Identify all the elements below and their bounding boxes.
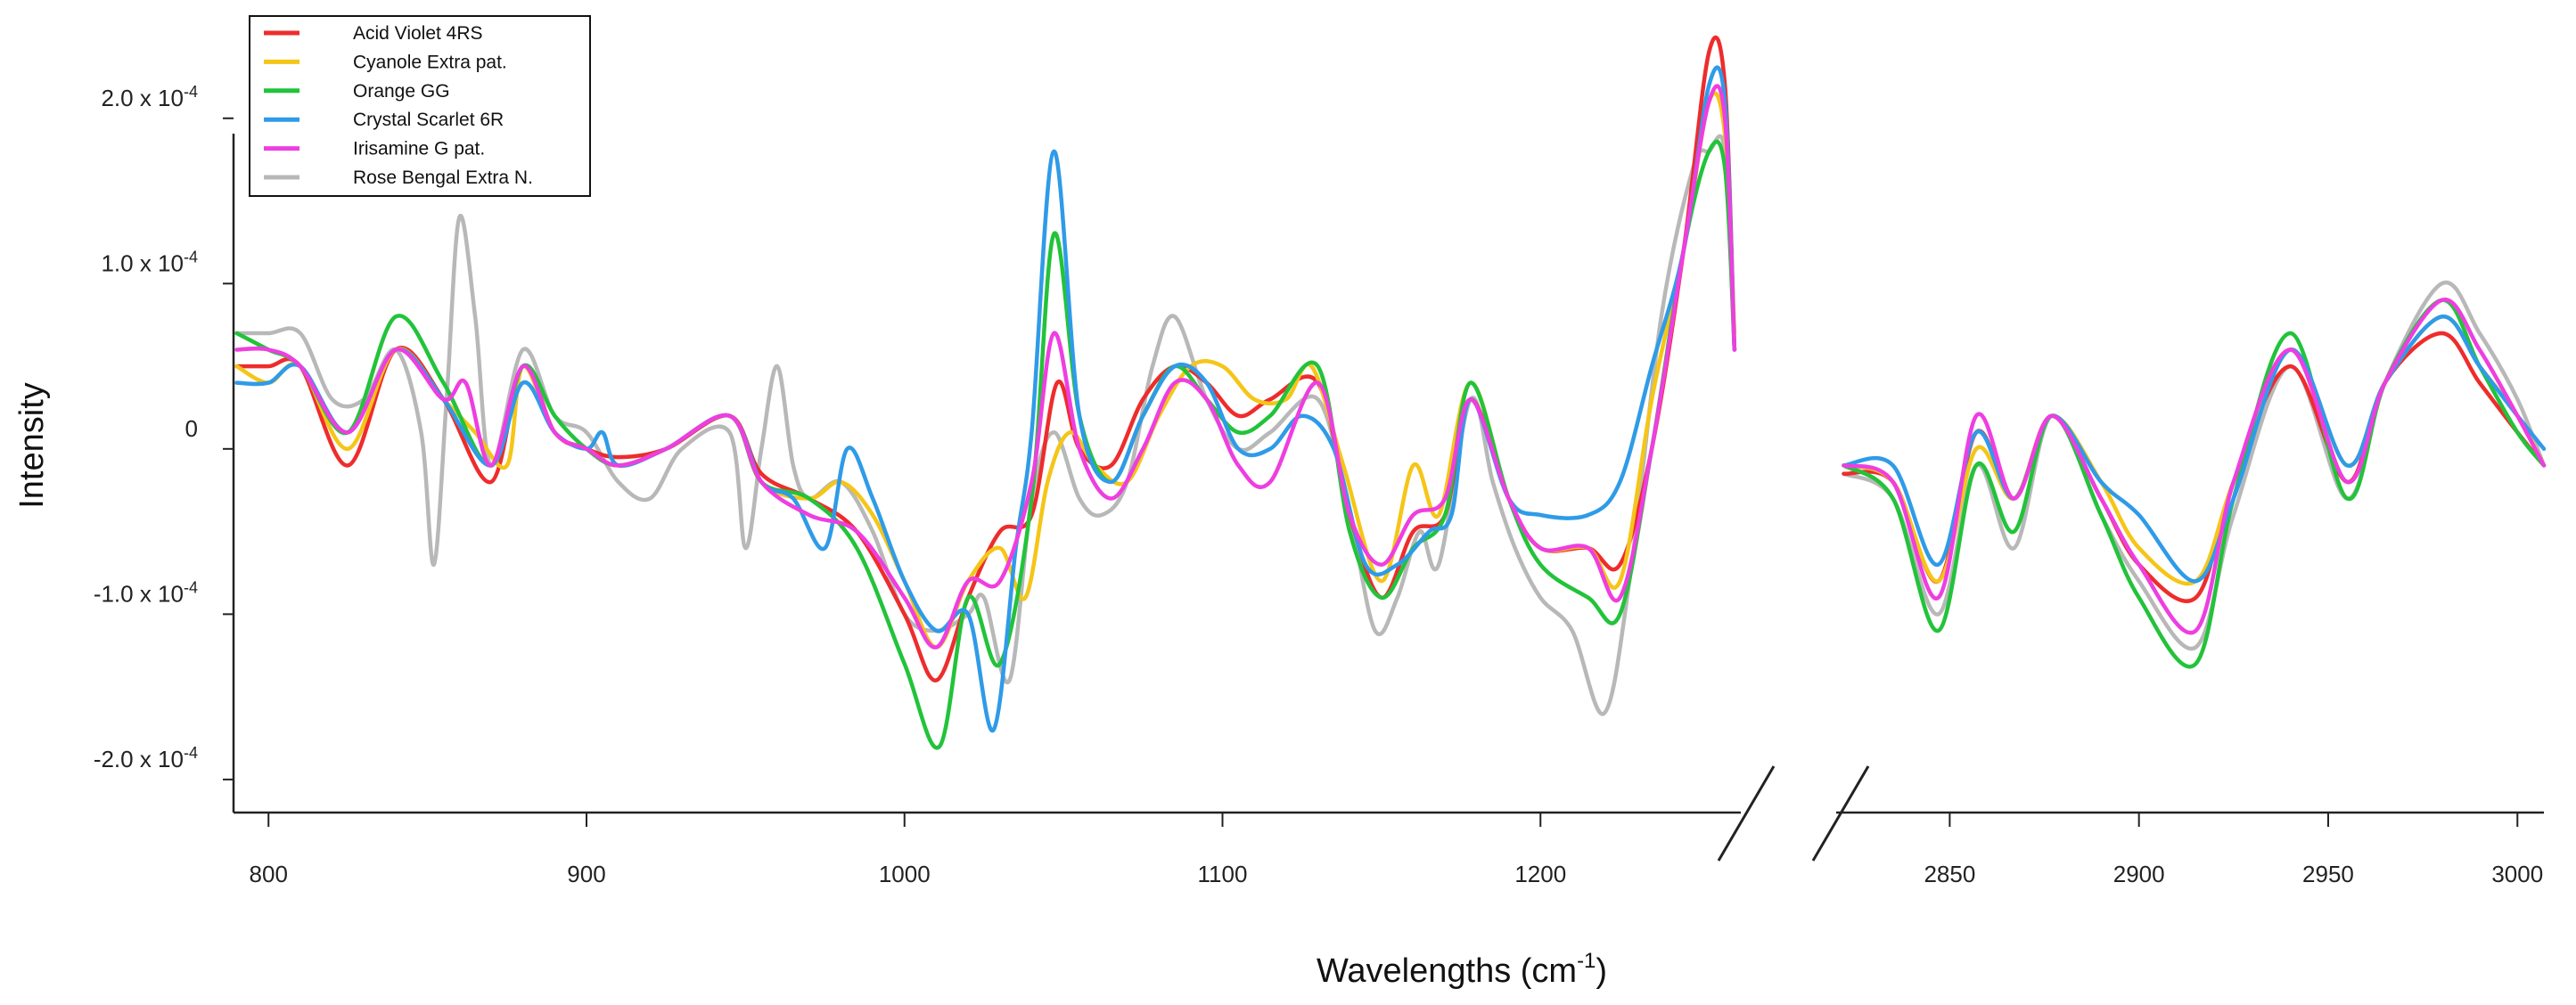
series-line-irisamine-g-pat-1 (234, 84, 1737, 650)
series-line-orange-gg-1 (234, 139, 1737, 750)
x-tick-label: 800 (250, 861, 288, 887)
x-tick-label: 2950 (2302, 861, 2354, 887)
x-axis-title-text: Wavelengths (cm (1317, 952, 1577, 990)
legend-box (249, 15, 591, 197)
x-tick-label: 2900 (2113, 861, 2165, 887)
x-tick-label: 1200 (1514, 861, 1566, 887)
series-layer (234, 35, 2547, 750)
axes (232, 134, 2544, 814)
x-axis-title-close: ) (1596, 952, 1607, 990)
x-tick-label: 3000 (2491, 861, 2543, 887)
x-axis-title: Wavelengths (cm-1) (1317, 949, 1607, 990)
x-tick-label: 900 (567, 861, 605, 887)
legend-label-irisamine-g-pat: Irisamine G pat. (353, 139, 485, 159)
y-tick-label: 0 (185, 415, 198, 442)
y-tick-label: 1.0 x 10-4 (101, 248, 198, 276)
y-tick-label: 2.0 x 10-4 (101, 83, 198, 111)
y-axis-title: Intensity (13, 382, 51, 509)
series-line-orange-gg-2 (1842, 298, 2547, 669)
x-tick-label: 1000 (879, 861, 931, 887)
legend-label-cyanole-extra-pat: Cyanole Extra pat. (353, 52, 507, 72)
x-tick-label: 2850 (1924, 861, 1975, 887)
legend-label-acid-violet-4rs: Acid Violet 4RS (353, 23, 483, 44)
y-tick-label: -2.0 x 10-4 (94, 744, 198, 772)
x-axis-ticks: 800 900 1000 1100 1200 2850 2900 2950 3000 (250, 813, 2543, 887)
series-line-rose-bengal-extra-n-1 (234, 134, 1737, 716)
series-line-irisamine-g-pat-2 (1842, 298, 2547, 635)
series-line-crystal-scarlet-6r-2 (1842, 315, 2547, 584)
x-axis-title-superscript: -1 (1577, 949, 1596, 973)
break-slash-right (1811, 765, 1870, 862)
axis-break-marks (1717, 765, 1870, 862)
legend-label-crystal-scarlet-6r: Crystal Scarlet 6R (353, 110, 504, 130)
y-tick-label: -1.0 x 10-4 (94, 578, 198, 607)
x-tick-label: 1100 (1198, 861, 1248, 887)
legend-label-rose-bengal-extra-n: Rose Bengal Extra N. (353, 168, 533, 188)
legend: Acid Violet 4RS Cyanole Extra pat. Orange … (249, 15, 591, 197)
legend-label-orange-gg: Orange GG (353, 81, 450, 102)
y-axis-ticks: 2.0 x 10-4 1.0 x 10-4 0 -1.0 x 10-4 -2.0 x 1… (94, 83, 234, 780)
break-slash-left (1717, 765, 1776, 862)
